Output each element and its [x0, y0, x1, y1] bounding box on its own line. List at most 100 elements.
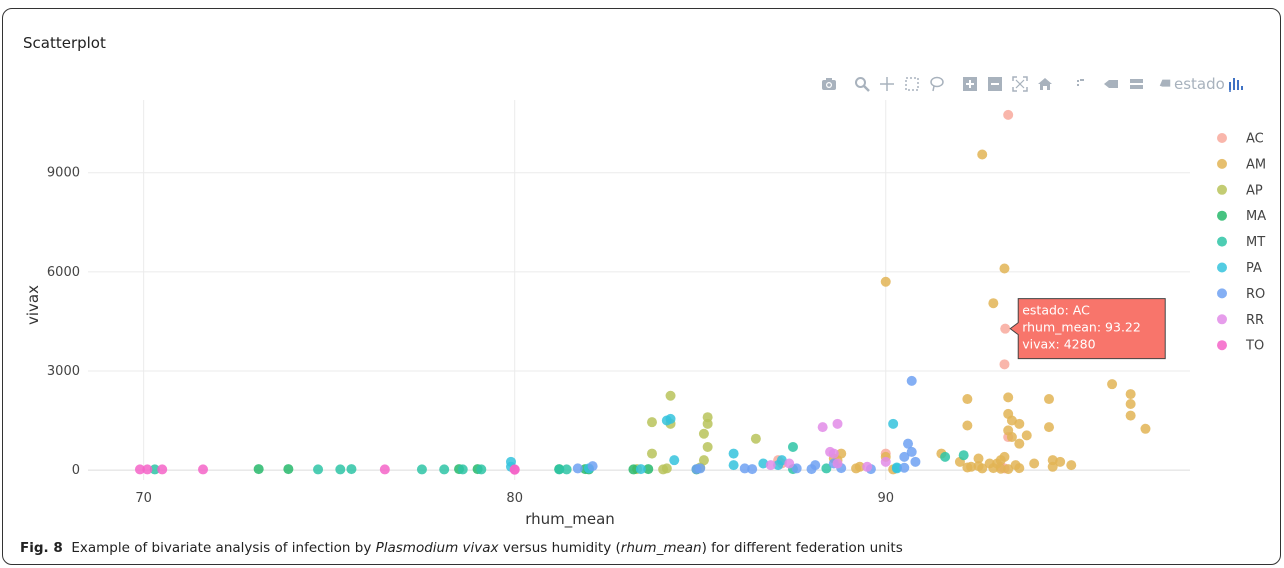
data-point[interactable] — [821, 463, 832, 474]
data-point[interactable] — [283, 464, 294, 475]
data-point[interactable] — [335, 464, 346, 475]
data-point[interactable] — [149, 464, 160, 475]
data-point[interactable] — [635, 464, 646, 475]
data-point[interactable] — [646, 448, 657, 459]
data-point[interactable] — [628, 464, 639, 475]
data-point[interactable] — [379, 464, 390, 475]
zoom-icon[interactable] — [851, 73, 873, 95]
data-point[interactable] — [940, 451, 951, 462]
data-point[interactable] — [903, 438, 914, 449]
legend-item-ac[interactable]: AC — [1217, 132, 1264, 147]
data-point[interactable] — [572, 463, 583, 474]
data-point[interactable] — [880, 276, 891, 287]
data-point[interactable] — [561, 464, 572, 475]
data-point[interactable] — [1000, 323, 1011, 334]
data-point[interactable] — [669, 455, 680, 466]
data-point[interactable] — [995, 455, 1006, 466]
data-point[interactable] — [1003, 109, 1014, 120]
data-point[interactable] — [958, 450, 969, 461]
data-point[interactable] — [1014, 438, 1025, 449]
data-point[interactable] — [1044, 394, 1055, 405]
data-point[interactable] — [1021, 430, 1032, 441]
data-point[interactable] — [999, 263, 1010, 274]
legend-item-pa[interactable]: PA — [1217, 261, 1262, 276]
series-pa[interactable] — [505, 413, 902, 475]
data-point[interactable] — [698, 428, 709, 439]
data-point[interactable] — [962, 420, 973, 431]
data-point[interactable] — [1003, 464, 1014, 475]
data-point[interactable] — [765, 460, 776, 471]
data-point[interactable] — [773, 460, 784, 471]
data-point[interactable] — [888, 418, 899, 429]
data-point[interactable] — [832, 418, 843, 429]
data-point[interactable] — [750, 433, 761, 444]
data-point[interactable] — [791, 463, 802, 474]
legend-item-am[interactable]: AM — [1217, 157, 1266, 172]
data-point[interactable] — [1047, 461, 1058, 472]
data-point[interactable] — [416, 464, 427, 475]
series-mt[interactable] — [149, 441, 969, 475]
data-point[interactable] — [962, 394, 973, 405]
legend-item-ro[interactable]: RO — [1217, 287, 1265, 302]
data-point[interactable] — [977, 149, 988, 160]
data-point[interactable] — [1140, 423, 1151, 434]
data-point[interactable] — [1029, 458, 1040, 469]
data-point[interactable] — [253, 464, 264, 475]
data-point[interactable] — [1125, 389, 1136, 400]
data-point[interactable] — [476, 464, 487, 475]
data-point[interactable] — [817, 422, 828, 433]
data-point[interactable] — [995, 463, 1006, 474]
data-point[interactable] — [661, 415, 672, 426]
data-point[interactable] — [988, 463, 999, 474]
data-point[interactable] — [1107, 379, 1118, 390]
data-point[interactable] — [973, 461, 984, 472]
data-point[interactable] — [1006, 432, 1017, 443]
data-point[interactable] — [880, 456, 891, 467]
data-point[interactable] — [587, 461, 598, 472]
data-point[interactable] — [728, 460, 739, 471]
data-point[interactable] — [739, 463, 750, 474]
hover-closest-icon[interactable] — [1100, 73, 1122, 95]
data-point[interactable] — [973, 453, 984, 464]
data-point[interactable] — [691, 464, 702, 475]
data-point[interactable] — [747, 464, 758, 475]
series-am[interactable] — [828, 149, 1151, 475]
data-point[interactable] — [1044, 422, 1055, 433]
data-point[interactable] — [1125, 410, 1136, 421]
data-point[interactable] — [157, 464, 168, 475]
lasso-icon[interactable] — [926, 73, 948, 95]
data-point[interactable] — [198, 464, 209, 475]
data-point[interactable] — [728, 448, 739, 459]
estado-icon[interactable] — [1158, 73, 1172, 95]
data-point[interactable] — [891, 462, 902, 473]
data-point[interactable] — [962, 462, 973, 473]
legend-item-mt[interactable]: MT — [1217, 235, 1265, 250]
legend-item-ma[interactable]: MA — [1217, 209, 1266, 224]
zoom-in-icon[interactable] — [959, 73, 981, 95]
data-point[interactable] — [658, 464, 669, 475]
camera-icon[interactable] — [818, 73, 840, 95]
data-point[interactable] — [1055, 456, 1066, 467]
autoscale-icon[interactable] — [1009, 73, 1031, 95]
data-point[interactable] — [851, 463, 862, 474]
data-point[interactable] — [999, 359, 1010, 370]
data-point[interactable] — [906, 375, 917, 386]
data-point[interactable] — [509, 464, 520, 475]
data-point[interactable] — [702, 441, 713, 452]
data-point[interactable] — [784, 458, 795, 469]
legend-item-ap[interactable]: AP — [1217, 183, 1263, 198]
data-point[interactable] — [899, 451, 910, 462]
series-to[interactable] — [134, 464, 520, 475]
scatter-points[interactable] — [134, 109, 1151, 475]
data-point[interactable] — [1003, 392, 1014, 403]
data-point[interactable] — [1125, 399, 1136, 409]
data-point[interactable] — [142, 464, 153, 475]
data-point[interactable] — [643, 464, 654, 475]
data-point[interactable] — [457, 464, 468, 475]
legend-item-rr[interactable]: RR — [1217, 313, 1264, 328]
hover-compare-icon[interactable] — [1125, 73, 1147, 95]
data-point[interactable] — [910, 456, 921, 467]
data-point[interactable] — [313, 464, 324, 475]
data-point[interactable] — [646, 417, 657, 428]
legend[interactable]: AC AM AP MA MT PA RO RR TO — [1217, 132, 1266, 354]
